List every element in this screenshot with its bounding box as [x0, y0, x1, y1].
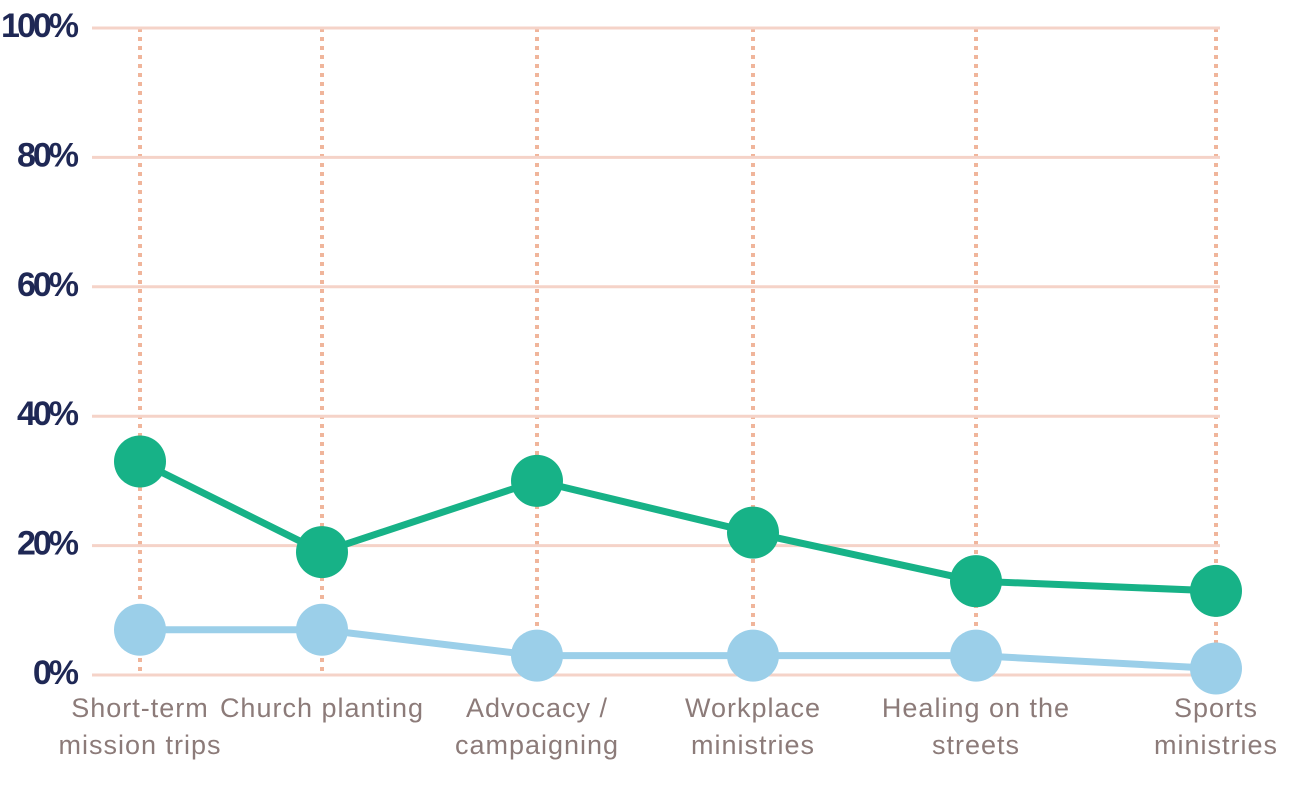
data-point — [114, 435, 166, 488]
data-point — [727, 629, 779, 682]
data-point — [1190, 564, 1242, 617]
x-tick-label: Church planting — [219, 693, 425, 723]
data-point — [950, 555, 1002, 608]
data-point — [296, 526, 348, 579]
series-line — [140, 626, 1217, 673]
y-tick-label: 60% — [17, 266, 79, 304]
data-point — [511, 629, 563, 682]
x-tick-label: Short-term mission trips — [58, 693, 222, 760]
y-tick-label: 20% — [17, 525, 79, 563]
x-tick-label: Advocacy / campaigning — [454, 693, 620, 760]
y-tick-label: 0% — [33, 654, 79, 692]
data-point — [511, 454, 563, 507]
data-point — [1190, 642, 1242, 695]
series-line — [138, 458, 1217, 595]
data-point — [114, 603, 166, 656]
x-tick-label: Sports ministries — [1153, 693, 1278, 760]
y-tick-label: 100% — [1, 7, 79, 45]
x-tick-label: Workplace ministries — [684, 693, 822, 760]
y-tick-label: 80% — [17, 136, 79, 174]
x-tick-label: Healing on the streets — [881, 693, 1071, 760]
data-point — [950, 629, 1002, 682]
data-point — [727, 506, 779, 559]
data-point — [296, 603, 348, 656]
y-tick-label: 40% — [17, 395, 79, 433]
